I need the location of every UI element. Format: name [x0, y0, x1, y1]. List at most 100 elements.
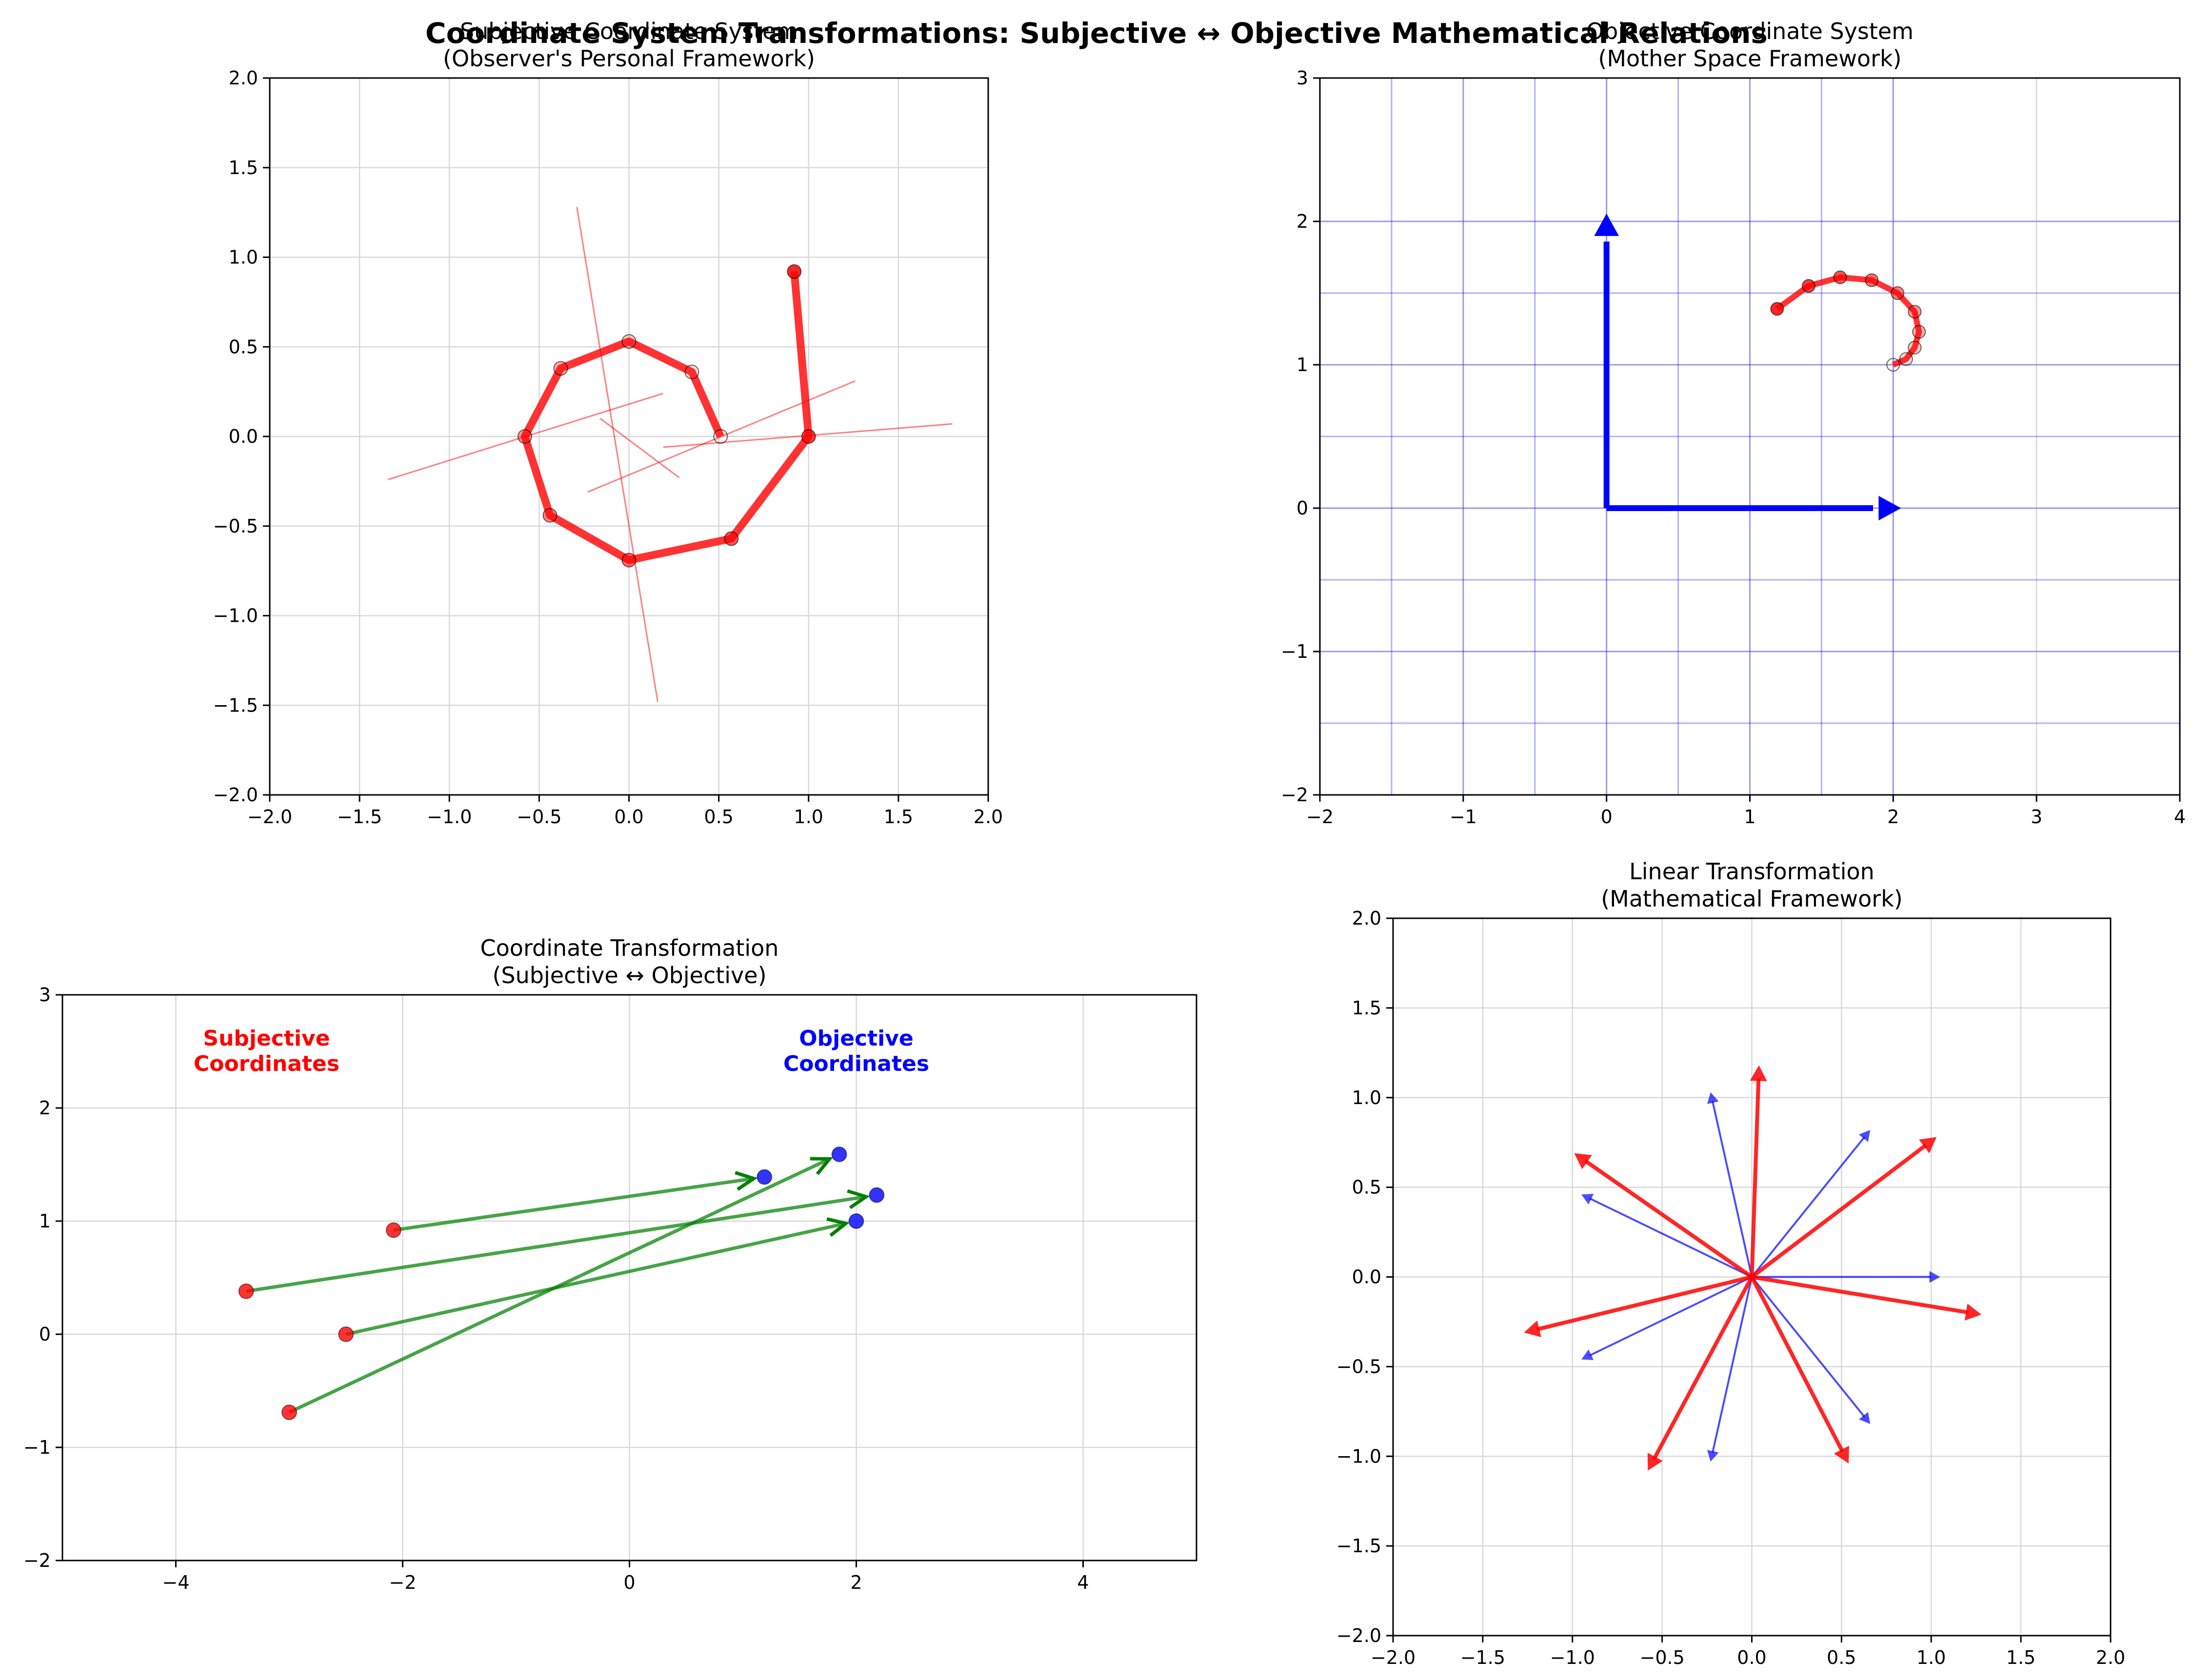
y-tick-label: 0: [1296, 497, 1308, 519]
x-tick-label: 1.0: [1916, 1647, 1946, 1668]
x-tick-label: 1.0: [794, 806, 823, 828]
transformed-vector-head-group: [1964, 1304, 1982, 1321]
mapping-arrow: [288, 1157, 831, 1414]
transformed-vector: [1652, 1276, 1754, 1460]
trajectory-point: [517, 429, 532, 444]
ticks: −2 −1 0 1 2 3 4 −2 −1 0 1 2 3: [1281, 67, 2186, 828]
y-tick-label: 1: [39, 1210, 51, 1232]
plot-content: [1524, 1065, 1982, 1471]
transformed-vector-head: [1919, 1137, 1937, 1154]
transformed-vector: [1750, 1078, 1761, 1277]
y-tick-label: −1: [23, 1437, 51, 1458]
transformed-vector-head-group: [1647, 1453, 1663, 1471]
trajectory-line: [1775, 274, 1922, 368]
panel-title: Objective Coordinate System: [1586, 18, 1914, 44]
plot-frame: [1392, 917, 2112, 1637]
panel-title: (Mathematical Framework): [1601, 886, 1903, 912]
x-tick-label: 0.5: [1827, 1647, 1856, 1668]
y-tick-label: −1: [1281, 641, 1308, 662]
transformed-vector-head: [1524, 1320, 1541, 1338]
plot-content: [238, 1146, 885, 1421]
original-vector-head-group: [1929, 1271, 1940, 1283]
y-tick-label: −1.5: [213, 694, 258, 716]
annotation-label: Subjective: [203, 1026, 330, 1051]
y-tick-label: −2.0: [213, 784, 258, 806]
x-tick-label: −1.0: [1550, 1647, 1595, 1668]
transformed-vector-head: [1964, 1304, 1982, 1321]
plot-frame: [61, 994, 1197, 1561]
trajectory-point: [1801, 279, 1815, 293]
transformed-vector: [1536, 1275, 1753, 1331]
transformed-vector-head: [1574, 1153, 1592, 1169]
transformed-vector-head: [1647, 1453, 1663, 1471]
ticks: −2.0 −1.5 −1.0 −0.5 0.0 0.5 1.0 1.5 2.0 −2.0 −1.5 −…: [213, 67, 1003, 828]
trajectory-point: [542, 508, 558, 523]
x-tick-label: −1.5: [1460, 1647, 1505, 1668]
y-tick-label: 3: [1296, 67, 1308, 89]
transformed-vector-head-group: [1524, 1320, 1541, 1338]
mapping-arrow-head: [826, 1217, 850, 1237]
local-axis-line: [576, 207, 658, 702]
trajectory-point: [1833, 270, 1847, 284]
annotation-label: Coordinates: [194, 1051, 339, 1076]
y-tick-label: −2: [1281, 784, 1308, 806]
subjective-point: [238, 1283, 254, 1299]
annotation-label: Coordinates: [783, 1051, 929, 1076]
x-tick-label: 0.0: [614, 806, 643, 828]
original-vector-head: [1858, 1412, 1871, 1424]
y-tick-label: 2.0: [229, 67, 258, 89]
subjective-point: [281, 1404, 297, 1421]
panel-title: Coordinate Transformation: [480, 935, 779, 961]
subjective-point: [338, 1326, 354, 1342]
trajectory-point: [1899, 352, 1913, 366]
y-tick-label: −2.0: [1336, 1625, 1381, 1646]
objective-point: [869, 1187, 885, 1203]
trajectory-point: [684, 364, 699, 379]
x-tick-label: −0.5: [517, 806, 561, 828]
transformed-vector-head-group: [1919, 1137, 1937, 1154]
transformed-vector-head-group: [1750, 1065, 1767, 1082]
panel-objective: −2 −1 0 1 2 3 4 −2 −1 0 1 2 3 Objective Coordinate Sy…: [1281, 18, 2186, 828]
transformed-vector-head-group: [1574, 1153, 1592, 1169]
x-tick-label: 0: [623, 1572, 635, 1593]
y-tick-label: 1: [1296, 354, 1308, 376]
basis-vector-head: [1878, 495, 1901, 521]
y-tick-label: −1.0: [1336, 1445, 1381, 1467]
original-vector: [1712, 1277, 1753, 1453]
y-tick-label: 1.5: [229, 157, 258, 178]
figure-title: Coordinate System Transformations: Subje…: [425, 17, 1768, 50]
transformed-vector: [1751, 1275, 1969, 1315]
x-tick-label: 1.5: [2006, 1647, 2035, 1668]
trajectory-point: [724, 531, 739, 546]
x-tick-label: −0.5: [1639, 1647, 1684, 1668]
x-tick-label: −2.0: [1371, 1647, 1415, 1668]
trajectory-point: [1865, 273, 1879, 287]
trajectory-point: [801, 429, 816, 444]
basis-vector-head: [1594, 213, 1619, 236]
y-tick-label: 0.5: [229, 336, 258, 357]
x-tick-label: 1: [1744, 806, 1755, 828]
panel-title: (Mother Space Framework): [1598, 45, 1901, 72]
transformed-vector: [1584, 1159, 1753, 1279]
plot-frame: [1319, 77, 2181, 796]
y-tick-label: −1.0: [213, 605, 258, 627]
x-tick-label: 4: [1077, 1572, 1089, 1593]
original-vector-head-group: [1581, 1194, 1594, 1205]
plot-content: [388, 207, 953, 702]
original-vector: [1589, 1197, 1753, 1278]
y-tick-label: 2.0: [1352, 908, 1381, 929]
y-tick-label: −0.5: [1336, 1356, 1381, 1377]
transformed-vector-head-group: [1834, 1445, 1849, 1463]
trajectory-point: [553, 361, 568, 376]
trajectory-point: [1908, 340, 1922, 355]
trajectory-point: [621, 553, 637, 568]
original-vector-head-group: [1707, 1092, 1719, 1104]
x-tick-label: 0: [1601, 806, 1613, 828]
original-vector-head-group: [1858, 1129, 1871, 1142]
y-tick-label: 1.0: [1352, 1087, 1381, 1108]
x-tick-label: −1: [1450, 806, 1477, 828]
trajectory-point: [1886, 358, 1900, 372]
x-tick-label: −4: [162, 1572, 189, 1593]
y-tick-label: 2: [1296, 211, 1308, 232]
